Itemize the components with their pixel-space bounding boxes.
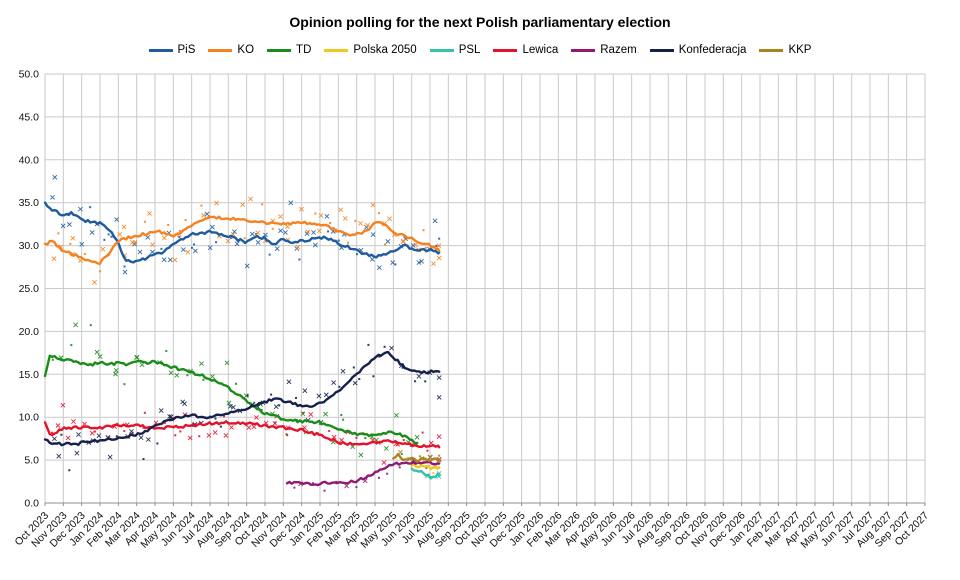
legend-item-razem: Razem bbox=[571, 44, 637, 56]
legend-item-psl: PSL bbox=[429, 44, 481, 56]
svg-text:50.0: 50.0 bbox=[19, 69, 40, 81]
series-line-razem bbox=[285, 460, 441, 487]
legend-swatch-polska-2050 bbox=[324, 48, 349, 52]
legend-item-konfederacja: Konfederacja bbox=[649, 44, 747, 56]
legend-label-td: TD bbox=[296, 44, 312, 56]
legend-label-ko: KO bbox=[237, 44, 255, 56]
y-axis-labels: 0.0 5.0 10.0 15.0 20.0 25.0 30.0 35.0 40.0 45.0 50… bbox=[19, 69, 40, 510]
svg-text:15.0: 15.0 bbox=[19, 369, 40, 381]
legend-label-lewica: Lewica bbox=[522, 44, 559, 56]
series-line-td bbox=[43, 354, 419, 445]
series-line-ko bbox=[43, 215, 441, 266]
svg-text:30.0: 30.0 bbox=[19, 240, 40, 252]
legend-swatch-konfederacja bbox=[649, 48, 674, 52]
legend-label-pis: PiS bbox=[177, 44, 196, 56]
legend-label-razem: Razem bbox=[600, 44, 637, 56]
series-line-lewica bbox=[43, 420, 441, 449]
chart-title: Opinion polling for the next Polish parl… bbox=[289, 14, 671, 30]
legend-item-kkp: KKP bbox=[759, 44, 811, 56]
svg-text:10.0: 10.0 bbox=[19, 412, 40, 424]
legend-swatch-ko bbox=[208, 48, 233, 52]
legend-label-kkp: KKP bbox=[788, 44, 812, 56]
legend-item-polska-2050: Polska 2050 bbox=[324, 44, 417, 56]
legend-item-lewica: Lewica bbox=[493, 44, 558, 56]
legend-swatch-kkp bbox=[759, 48, 784, 52]
series-line-polska-2050 bbox=[410, 463, 441, 471]
legend-swatch-psl bbox=[429, 48, 454, 52]
svg-text:40.0: 40.0 bbox=[19, 154, 40, 166]
series-line-pis bbox=[43, 201, 441, 264]
svg-text:20.0: 20.0 bbox=[19, 326, 40, 338]
scatter-points bbox=[50, 174, 442, 492]
series-line-konfederacja bbox=[43, 350, 441, 447]
chart-legend: PiS KO TD Polska 2050 PSL Lewica Razem Konfeder… bbox=[0, 44, 960, 56]
legend-label-psl: PSL bbox=[458, 44, 481, 56]
legend-item-td: TD bbox=[267, 44, 311, 56]
svg-text:5.0: 5.0 bbox=[24, 455, 39, 467]
series-scatter-konfederacja bbox=[52, 343, 442, 472]
svg-text:45.0: 45.0 bbox=[19, 111, 40, 123]
svg-text:25.0: 25.0 bbox=[19, 283, 40, 295]
legend-swatch-razem bbox=[571, 48, 596, 52]
legend-swatch-pis bbox=[148, 48, 173, 52]
legend-label-polska-2050: Polska 2050 bbox=[353, 44, 417, 56]
legend-label-konfederacja: Konfederacja bbox=[678, 44, 747, 56]
svg-text:0.0: 0.0 bbox=[24, 498, 39, 510]
legend-item-pis: PiS bbox=[148, 44, 196, 56]
gridlines bbox=[44, 73, 926, 506]
svg-text:35.0: 35.0 bbox=[19, 197, 40, 209]
legend-item-ko: KO bbox=[208, 44, 254, 56]
trend-lines bbox=[43, 201, 441, 487]
legend-swatch-lewica bbox=[493, 48, 518, 52]
series-line-kkp bbox=[392, 452, 441, 463]
series-line-psl bbox=[410, 467, 441, 480]
legend-swatch-td bbox=[267, 48, 292, 52]
